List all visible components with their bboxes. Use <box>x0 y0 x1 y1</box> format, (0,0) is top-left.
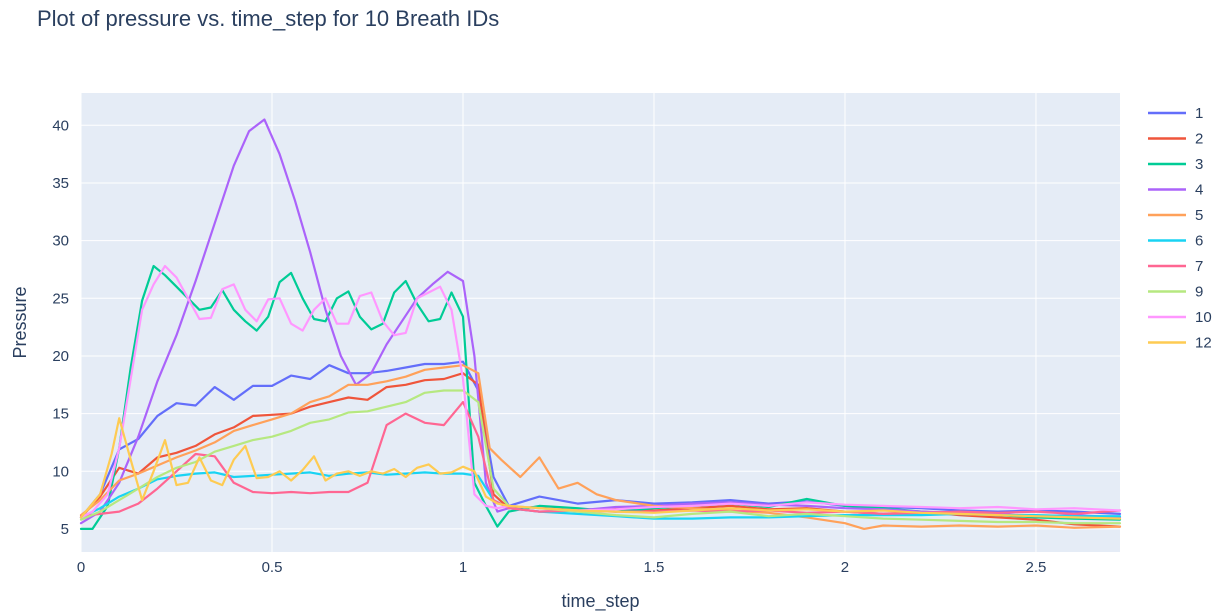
legend-item-3[interactable]: 3 <box>1148 156 1203 173</box>
y-tick-label: 35 <box>52 175 69 192</box>
legend-item-1[interactable]: 1 <box>1148 105 1203 122</box>
y-tick-label: 30 <box>52 233 69 250</box>
x-tick-label: 0.5 <box>262 559 283 576</box>
legend-item-2[interactable]: 2 <box>1148 131 1203 148</box>
series-line-9 <box>79 389 1122 525</box>
chart-title: Plot of pressure vs. time_step for 10 Br… <box>37 6 499 31</box>
y-tick-label: 25 <box>52 290 69 307</box>
tick-labels: 0 0.5 1 1.5 2 2.5 5 10 15 20 25 30 35 40 <box>52 117 1046 576</box>
legend-item-5[interactable]: 5 <box>1148 207 1203 224</box>
legend-label: 1 <box>1195 105 1203 122</box>
x-tick-label: 1 <box>459 559 467 576</box>
y-tick-label: 40 <box>52 117 69 134</box>
x-tick-label: 1.5 <box>644 559 665 576</box>
legend-item-10[interactable]: 10 <box>1148 309 1212 326</box>
legend-item-6[interactable]: 6 <box>1148 233 1203 250</box>
x-tick-label: 0 <box>77 559 85 576</box>
legend-label: 12 <box>1195 335 1212 352</box>
legend-item-12[interactable]: 12 <box>1148 335 1212 352</box>
y-axis-title: Pressure <box>10 286 30 358</box>
series-line-6 <box>79 471 1122 520</box>
legend-label: 10 <box>1195 309 1212 326</box>
legend-item-4[interactable]: 4 <box>1148 182 1203 199</box>
series-line-4 <box>79 118 1122 525</box>
y-tick-label: 10 <box>52 463 69 480</box>
y-tick-label: 20 <box>52 348 69 365</box>
y-tick-label: 15 <box>52 406 69 423</box>
x-tick-label: 2.5 <box>1026 559 1047 576</box>
x-tick-label: 2 <box>841 559 849 576</box>
legend-label: 4 <box>1195 182 1203 199</box>
series-line-7 <box>79 401 1122 518</box>
legend-label: 3 <box>1195 156 1203 173</box>
series-line-12 <box>79 417 1122 520</box>
series-line-5 <box>79 364 1122 531</box>
legend-item-9[interactable]: 9 <box>1148 284 1203 301</box>
series-line-10 <box>79 264 1122 519</box>
legend-label: 6 <box>1195 233 1203 250</box>
series-lines <box>79 118 1122 531</box>
legend-label: 2 <box>1195 131 1203 148</box>
legend-item-7[interactable]: 7 <box>1148 258 1203 275</box>
legend-label: 5 <box>1195 207 1203 224</box>
x-axis-title: time_step <box>561 591 639 612</box>
legend-label: 9 <box>1195 284 1203 301</box>
legend-label: 7 <box>1195 258 1203 275</box>
y-tick-label: 5 <box>61 521 69 538</box>
